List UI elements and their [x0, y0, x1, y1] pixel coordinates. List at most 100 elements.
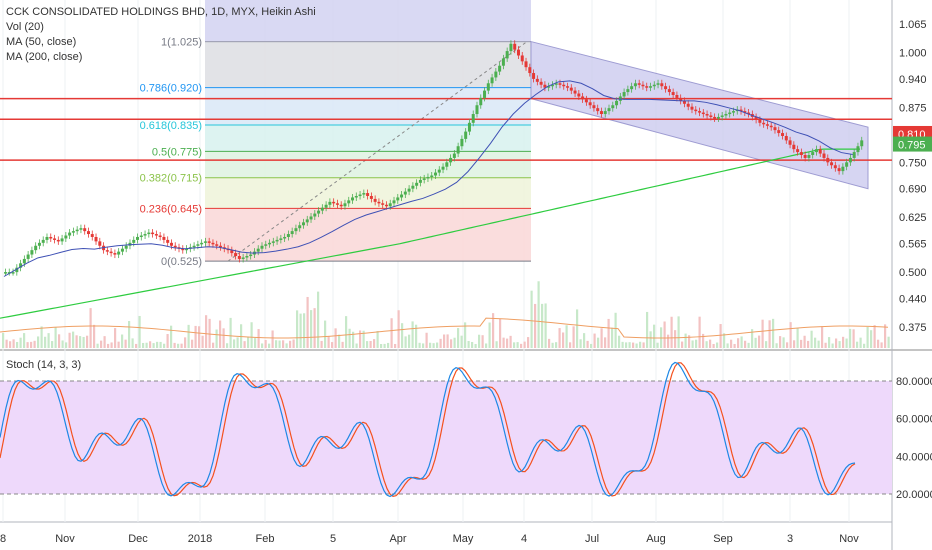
candle-body: [422, 178, 426, 180]
volume-bar: [789, 322, 792, 348]
volume-bar: [250, 322, 253, 348]
candle-body: [237, 256, 241, 259]
candle-body: [652, 84, 656, 87]
candle-body: [64, 235, 68, 239]
candle-body: [347, 200, 351, 204]
candle-body: [305, 219, 309, 223]
time-tick-label: Jul: [585, 533, 599, 545]
candle-body: [49, 236, 53, 239]
candle-body: [599, 111, 603, 115]
volume-bar: [432, 343, 435, 348]
volume-bar: [635, 343, 638, 348]
volume-bar: [800, 339, 803, 348]
volume-bar: [243, 341, 246, 348]
candle-body: [633, 83, 637, 87]
volume-bar: [628, 342, 631, 348]
chart-title: CCK CONSOLIDATED HOLDINGS BHD, 1D, MYX, …: [6, 6, 316, 18]
fib-band: [205, 41, 531, 88]
candle-body: [354, 195, 358, 198]
candle-body: [271, 241, 275, 243]
candle-body: [203, 241, 207, 243]
volume-bar: [100, 340, 103, 348]
candle-body: [471, 114, 475, 123]
candle-body: [675, 94, 679, 98]
candle-body: [166, 239, 170, 243]
ma200-line: [0, 148, 860, 319]
candle-body: [603, 111, 607, 115]
volume-bar: [72, 331, 75, 348]
candle-body: [671, 92, 675, 95]
volume-bar: [786, 342, 789, 348]
volume-bar: [810, 330, 813, 348]
stoch-title: Stoch (14, 3, 3): [6, 359, 82, 371]
volume-bar: [292, 339, 295, 348]
candle-body: [136, 236, 140, 240]
candle-body: [701, 112, 705, 115]
candle-body: [320, 207, 324, 211]
volume-bar: [814, 337, 817, 348]
candle-body: [317, 210, 321, 214]
volume-bar: [257, 329, 260, 348]
time-tick-label: May: [453, 533, 474, 545]
candle-body: [169, 242, 173, 246]
candle-body: [513, 43, 517, 50]
candle-body: [535, 78, 539, 82]
candle-body: [162, 236, 166, 240]
indicator-volume: Vol (20): [6, 21, 44, 33]
volume-bar: [359, 330, 362, 348]
volume-bar: [859, 337, 862, 348]
candle-body: [626, 89, 630, 93]
candle-body: [309, 216, 313, 220]
volume-bar: [446, 334, 449, 348]
volume-bar: [740, 336, 743, 348]
candle-body: [848, 157, 852, 163]
price-tag-bg: [893, 136, 932, 152]
volume-bar: [527, 337, 530, 348]
price-tick-label: 0.750: [899, 157, 927, 169]
candle-body: [475, 105, 479, 115]
volume-bar: [733, 343, 736, 348]
candle-body: [494, 71, 498, 78]
candle-body: [4, 272, 7, 274]
candle-body: [796, 149, 800, 153]
fib-band: [205, 125, 531, 152]
candle-body: [117, 251, 121, 255]
candle-body: [400, 194, 404, 198]
volume-bar: [121, 334, 124, 348]
volume-bar: [719, 324, 722, 348]
time-tick-label: 3: [787, 533, 793, 545]
candle-body: [584, 99, 588, 103]
volume-bar: [303, 313, 306, 348]
volume-bar: [33, 340, 36, 348]
volume-bar: [737, 338, 740, 348]
volume-bar: [835, 338, 838, 348]
volume-bar: [166, 334, 169, 348]
volume-bar: [296, 310, 299, 348]
candle-body: [649, 86, 652, 88]
volume-bar: [772, 318, 775, 348]
volume-bar: [16, 341, 19, 348]
volume-bar: [880, 342, 883, 348]
candle-body: [713, 116, 717, 119]
volume-bar: [324, 320, 327, 348]
volume-bar: [583, 333, 586, 348]
volume-bar: [278, 340, 281, 348]
volume-bar: [824, 342, 827, 348]
stoch-tick-label: 80.0000: [896, 376, 932, 388]
candle-body: [566, 86, 570, 88]
volume-bar: [457, 328, 460, 348]
volume-bar: [653, 324, 656, 348]
candle-body: [60, 238, 64, 242]
volume-bar: [411, 321, 414, 348]
volume-bar: [327, 336, 330, 348]
volume-bar: [453, 337, 456, 348]
candle-body: [256, 248, 260, 252]
volume-bar: [579, 339, 582, 348]
candle-body: [705, 114, 709, 116]
candle-body: [792, 144, 796, 150]
volume-bar: [817, 340, 820, 348]
volume-bar: [586, 340, 589, 348]
candle-body: [158, 235, 162, 238]
